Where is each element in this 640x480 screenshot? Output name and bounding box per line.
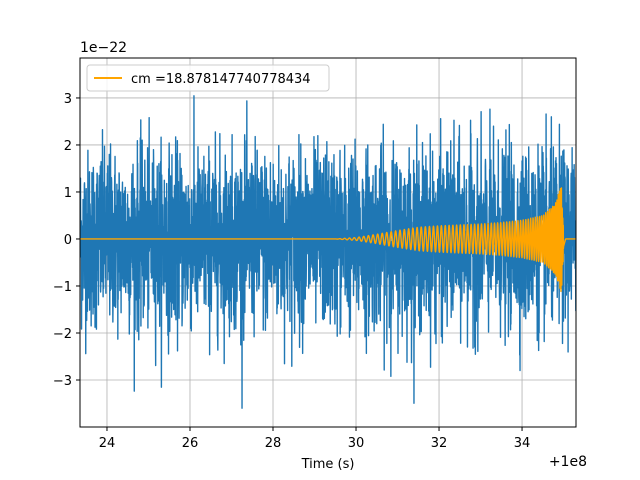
y-axis-ticks: −3 −2 −1 0 1 2 3 (53, 92, 80, 389)
x-tick-label: 24 (99, 436, 116, 451)
x-tick-label: 34 (514, 436, 531, 451)
y-tick-label: −1 (53, 280, 72, 295)
y-tick-label: 2 (64, 139, 72, 154)
x-offset-label: +1e8 (549, 454, 587, 470)
legend: cm =18.878147740778434 (86, 64, 330, 92)
y-tick-label: −3 (53, 374, 72, 389)
y-tick-label: 3 (64, 92, 72, 107)
x-tick-label: 30 (348, 436, 365, 451)
x-axis-ticks: 24 26 28 30 32 34 (99, 427, 531, 451)
x-tick-label: 32 (431, 436, 448, 451)
series-layer (80, 95, 576, 409)
y-tick-label: −2 (53, 327, 72, 342)
legend-label: cm =18.878147740778434 (131, 72, 311, 87)
y-scale-label: 1e−22 (80, 40, 127, 56)
x-axis-label: Time (s) (301, 457, 355, 472)
chirp-series-line (80, 187, 576, 293)
noise-series-line (80, 95, 576, 409)
y-tick-label: 1 (64, 186, 72, 201)
y-tick-label: 0 (64, 233, 72, 248)
x-tick-label: 26 (182, 436, 199, 451)
plot-frame (79, 57, 577, 428)
x-tick-label: 28 (265, 436, 282, 451)
legend-box (86, 64, 330, 92)
